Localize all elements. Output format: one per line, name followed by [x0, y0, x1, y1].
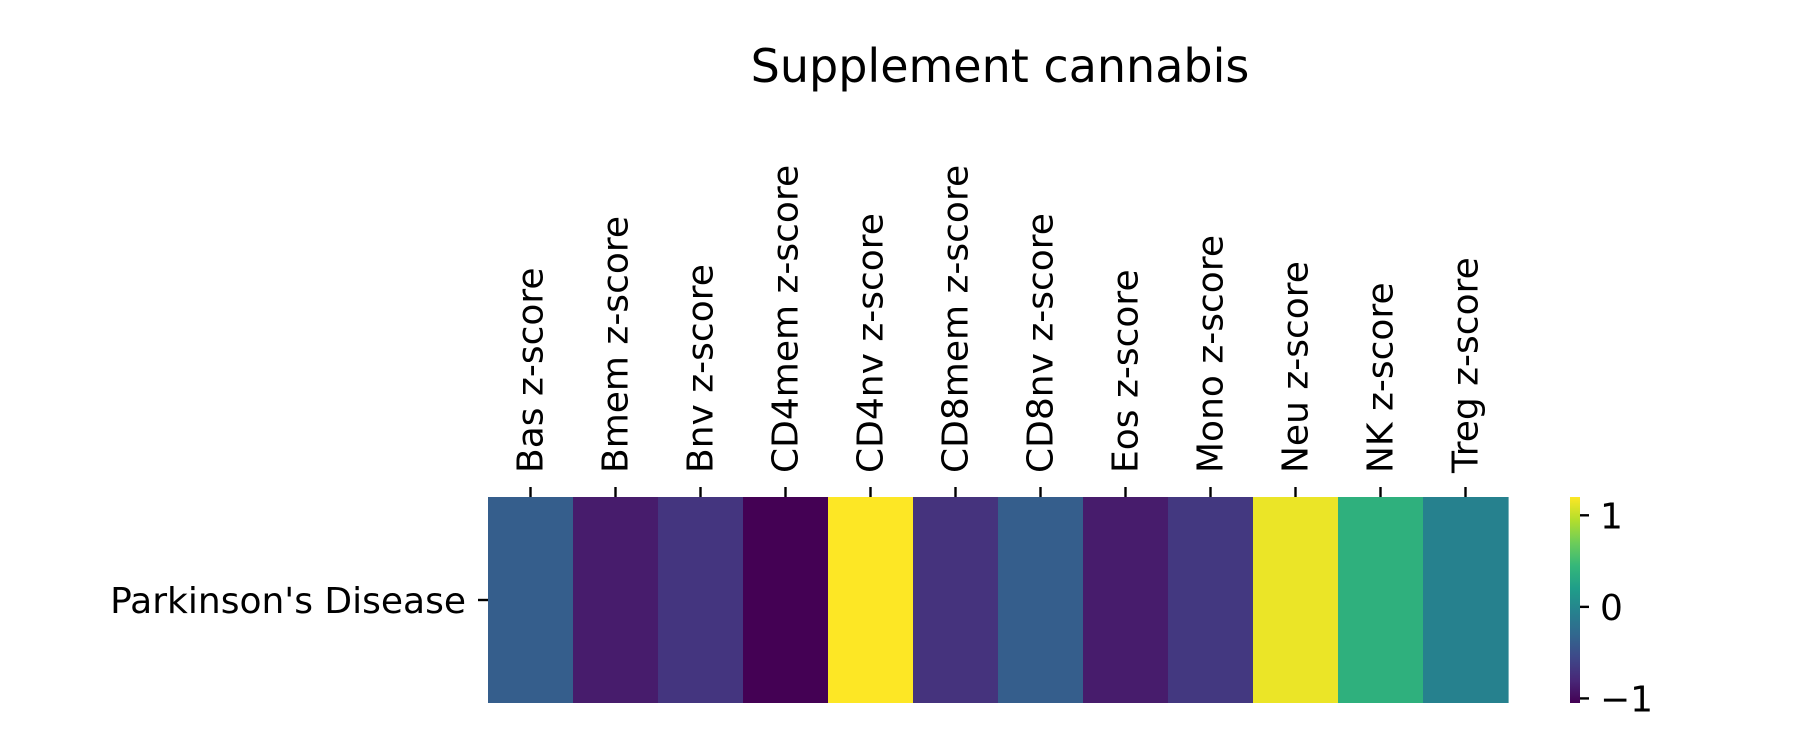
x-tick-label: NK z-score: [1361, 282, 1402, 473]
colorbar-tick-label: −1: [1600, 679, 1653, 720]
x-tick-label: Bas z-score: [511, 267, 552, 473]
colorbar-tick-label: 0: [1600, 588, 1623, 629]
colorbar: 1 0 −1: [1570, 496, 1653, 720]
x-tick-label: Treg z-score: [1446, 257, 1487, 474]
heatmap-cell: [1168, 497, 1254, 703]
heatmap-cell: [1338, 497, 1424, 703]
x-tick-label: Neu z-score: [1276, 261, 1317, 473]
heatmap-cell: [1423, 497, 1509, 703]
y-tick-label: Parkinson's Disease: [110, 581, 466, 622]
heatmap-cell: [573, 497, 659, 703]
colorbar-tick-label: 1: [1600, 496, 1623, 537]
heatmap-cell: [658, 497, 744, 703]
heatmap-cell: [913, 497, 999, 703]
heatmap-cell: [488, 497, 574, 703]
x-axis: Bas z-score Bmem z-score Bnv z-score CD4mem…: [511, 165, 1487, 497]
x-tick-label: Mono z-score: [1191, 235, 1232, 473]
y-axis: Parkinson's Disease: [110, 581, 488, 622]
colorbar-gradient: [1570, 497, 1580, 703]
x-tick-label: Bnv z-score: [681, 264, 722, 473]
x-tick-label: Bmem z-score: [596, 216, 637, 473]
heatmap-cell: [1083, 497, 1169, 703]
heatmap-cells: [488, 497, 1509, 703]
x-tick-label: CD8mem z-score: [936, 165, 977, 473]
heatmap-cell: [743, 497, 829, 703]
x-tick-label: CD8nv z-score: [1021, 213, 1062, 473]
x-tick-label: CD4mem z-score: [766, 165, 807, 473]
heatmap-cell: [998, 497, 1084, 703]
heatmap-cell: [828, 497, 914, 703]
heatmap-cell: [1253, 497, 1339, 703]
x-tick-label: CD4nv z-score: [851, 213, 892, 473]
chart-title: Supplement cannabis: [751, 39, 1250, 93]
x-tick-label: Eos z-score: [1106, 269, 1147, 473]
